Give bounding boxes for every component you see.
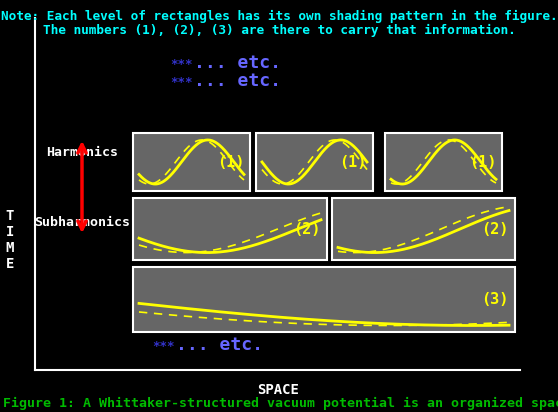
Text: ... etc.: ... etc. bbox=[194, 54, 281, 72]
Bar bbox=[332, 198, 515, 260]
Bar bbox=[133, 198, 327, 260]
Text: The numbers (1), (2), (3) are there to carry that information.: The numbers (1), (2), (3) are there to c… bbox=[42, 24, 516, 37]
Bar bbox=[256, 133, 373, 191]
Text: ***: *** bbox=[170, 58, 193, 71]
Text: (1): (1) bbox=[469, 154, 496, 169]
Text: ... etc.: ... etc. bbox=[194, 72, 281, 90]
Bar bbox=[133, 267, 515, 332]
Text: ***: *** bbox=[170, 76, 193, 89]
Text: T
I
M
E: T I M E bbox=[6, 209, 14, 271]
Text: (3): (3) bbox=[482, 292, 509, 307]
Bar bbox=[133, 133, 250, 191]
Text: SPACE: SPACE bbox=[257, 383, 299, 397]
Text: ... etc.: ... etc. bbox=[176, 336, 263, 354]
Text: (1): (1) bbox=[217, 154, 244, 169]
Text: (2): (2) bbox=[294, 222, 321, 236]
Text: Harmonics: Harmonics bbox=[46, 145, 118, 159]
Text: ***: *** bbox=[152, 340, 175, 353]
Text: Subharmonics: Subharmonics bbox=[34, 215, 130, 229]
Text: (1): (1) bbox=[340, 154, 367, 169]
Text: Figure 1: A Whittaker-structured vacuum potential is an organized spacetime latt: Figure 1: A Whittaker-structured vacuum … bbox=[3, 397, 558, 410]
Text: Note: Each level of rectangles has its own shading pattern in the figure.: Note: Each level of rectangles has its o… bbox=[1, 10, 557, 23]
Text: (2): (2) bbox=[482, 222, 509, 236]
Bar bbox=[385, 133, 502, 191]
